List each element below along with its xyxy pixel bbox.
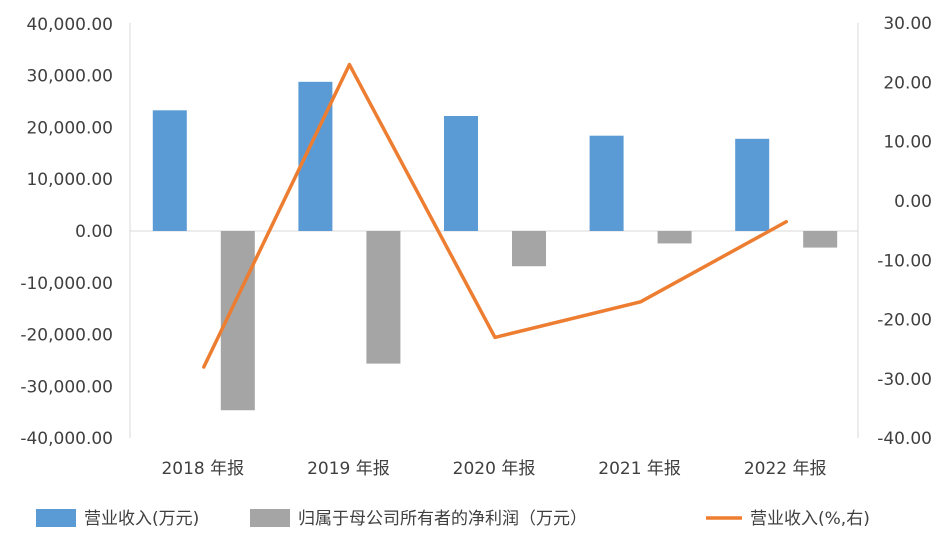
net-profit-bar (366, 231, 401, 364)
x-axis-ticks: 2018 年报 2019 年报 2020 年报 2021 年报 2022 年报 (161, 459, 826, 479)
left-tick-label: 30,000.00 (26, 67, 113, 87)
legend-label: 营业收入(万元) (84, 509, 199, 529)
right-tick-label: -20.00 (877, 311, 932, 331)
right-tick-label: 10.00 (883, 133, 932, 153)
bars (152, 81, 838, 411)
left-tick-label: -30,000.00 (20, 377, 113, 397)
x-tick-label: 2020 年报 (453, 459, 536, 479)
line-series (202, 62, 788, 369)
net-profit-bar (803, 231, 838, 248)
left-tick-label: -40,000.00 (20, 429, 113, 449)
legend: 营业收入(万元) 归属于母公司所有者的净利润（万元） 营业收入(%,右) (36, 509, 870, 529)
left-tick-label: -20,000.00 (20, 326, 113, 346)
revenue-bar (444, 116, 478, 231)
right-tick-label: -30.00 (877, 370, 932, 390)
x-tick-label: 2018 年报 (161, 459, 244, 479)
net-profit-bar (512, 231, 546, 267)
legend-label: 营业收入(%,右) (750, 509, 870, 529)
left-tick-label: 20,000.00 (26, 118, 113, 138)
left-tick-label: -10,000.00 (20, 274, 113, 294)
left-tick-label: 40,000.00 (26, 15, 113, 35)
left-axis-ticks: 40,000.00 30,000.00 20,000.00 10,000.00 0.00… (20, 15, 113, 449)
legend-label: 归属于母公司所有者的净利润（万元） (298, 509, 587, 529)
left-tick-label: 0.00 (75, 222, 113, 242)
right-tick-label: 20.00 (883, 73, 932, 93)
legend-swatch (250, 509, 290, 527)
x-tick-label: 2022 年报 (744, 459, 827, 479)
net-profit-bar (657, 231, 692, 244)
x-tick-label: 2021 年报 (598, 459, 681, 479)
x-tick-label: 2019 年报 (307, 459, 390, 479)
right-tick-label: -10.00 (877, 251, 932, 271)
right-tick-label: -40.00 (877, 429, 932, 449)
right-tick-label: 0.00 (894, 192, 932, 212)
right-tick-label: 30.00 (883, 14, 932, 34)
left-tick-label: 10,000.00 (26, 170, 113, 190)
right-axis-ticks: 30.00 20.00 10.00 0.00 -10.00 -20.00 -30.00 -40… (877, 14, 932, 449)
revenue-bar (152, 110, 187, 231)
revenue-growth-line (202, 62, 788, 369)
legend-swatch (36, 509, 76, 527)
revenue-bar (735, 138, 770, 231)
revenue-bar (589, 135, 624, 231)
